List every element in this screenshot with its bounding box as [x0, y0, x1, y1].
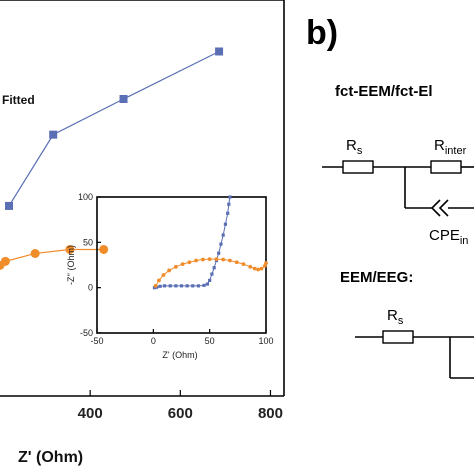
main-plot-frame [0, 0, 284, 396]
inset-y-tick-label: 100 [78, 192, 93, 202]
inset-point-circle [228, 258, 232, 263]
main-point-circle [99, 244, 109, 254]
main-point-square [5, 201, 14, 210]
inset-point-circle [157, 278, 161, 283]
inset-point-circle [167, 268, 172, 273]
inset-x-tick-label: 50 [205, 336, 215, 346]
inset-x-tick-label: 100 [258, 336, 273, 346]
label-rs2: Rs [387, 307, 404, 327]
inset-point-circle [214, 257, 219, 262]
inset-point-square [163, 284, 167, 288]
inset-point-square [196, 284, 200, 288]
main-x-tick-label: 800 [258, 405, 283, 422]
inset-plot: -50 0 50 100 100 50 0 -50 Z' (Ohm) -Z'' (Ohm) [66, 192, 274, 360]
inset-point-square [217, 251, 221, 255]
circuit-1: Rs Rinter CPEin [322, 137, 474, 247]
inset-point-circle [264, 261, 268, 266]
inset-point-square [205, 282, 210, 286]
main-point-square [119, 95, 128, 103]
resistor-rs [342, 160, 374, 174]
inset-x-tick-label: -50 [90, 336, 103, 346]
main-data-points [0, 47, 224, 270]
inset-point-square [226, 211, 230, 215]
inset-point-square [208, 278, 212, 283]
inset-fit-line [154, 196, 231, 289]
circuit-heading-1: fct-EEM/fct-El [335, 83, 433, 100]
inset-point-square [174, 284, 178, 288]
main-fit-lines [0, 50, 220, 266]
inset-point-square [221, 233, 225, 237]
main-point-circle [65, 244, 75, 254]
inset-point-circle [180, 262, 185, 266]
legend-entry-fitted: Fitted [2, 93, 35, 107]
inset-point-circle [256, 267, 261, 272]
resistor-rs2 [382, 330, 414, 344]
inset-ticks: -50 0 50 100 100 50 0 -50 [78, 192, 274, 346]
inset-point-circle [187, 260, 192, 265]
inset-point-square [179, 284, 184, 288]
inset-point-circle [173, 264, 178, 269]
inset-point-circle [161, 273, 166, 277]
inset-point-square [223, 222, 228, 226]
label-rs: Rs [346, 137, 363, 157]
inset-point-square [191, 284, 195, 288]
inset-point-square [152, 286, 157, 290]
circuit-heading-2: EEM/EEG: [340, 269, 413, 286]
inset-point-circle [221, 257, 226, 262]
inset-y-axis-label: -Z'' (Ohm) [66, 245, 76, 285]
inset-point-circle [234, 260, 239, 265]
inset-point-square [168, 284, 172, 288]
main-point-circle [30, 248, 40, 258]
main-x-tick-label: 400 [78, 405, 103, 422]
inset-data-points [152, 195, 268, 290]
main-plot: 400 600 800 Fitted Z' (Ohm) [0, 0, 285, 466]
panel-label: b) [306, 14, 338, 52]
resistor-rinter [430, 160, 462, 174]
inset-y-tick-label: 50 [83, 237, 93, 247]
inset-y-tick-label: -50 [80, 328, 93, 338]
inset-point-square [202, 283, 206, 287]
inset-point-circle [207, 257, 212, 262]
label-cpe: CPEin [429, 227, 468, 247]
inset-point-square [219, 242, 223, 246]
inset-point-circle [241, 262, 246, 266]
main-fit-line [8, 50, 220, 207]
inset-point-circle [201, 257, 205, 262]
inset-point-circle [194, 258, 199, 263]
inset-x-axis-label: Z' (Ohm) [162, 350, 197, 360]
panel-b: b) fct-EEM/fct-El Rs Rinter CPEin EEM/EE… [306, 14, 474, 379]
label-rinter: Rinter [434, 137, 467, 157]
main-x-ticks: 400 600 800 [78, 390, 283, 422]
main-point-circle [0, 256, 10, 266]
inset-point-square [185, 284, 189, 288]
inset-point-circle [259, 266, 264, 271]
main-x-tick-label: 600 [168, 405, 193, 422]
inset-point-square [158, 284, 162, 288]
inset-point-square [210, 272, 214, 276]
inset-point-circle [153, 283, 158, 288]
inset-point-square [228, 195, 232, 199]
circuit-2: Rs [355, 307, 474, 379]
inset-y-tick-label: 0 [88, 283, 93, 293]
inset-point-circle [252, 266, 257, 271]
main-fit-line [0, 248, 104, 266]
cpe-symbol [430, 199, 449, 217]
inset-point-square [227, 202, 231, 206]
main-x-axis-label: Z' (Ohm) [18, 449, 83, 466]
main-point-square [49, 130, 58, 139]
main-point-square [215, 47, 224, 56]
inset-x-tick-label: 0 [151, 336, 156, 346]
inset-point-circle [248, 264, 253, 269]
inset-point-square [212, 266, 216, 270]
